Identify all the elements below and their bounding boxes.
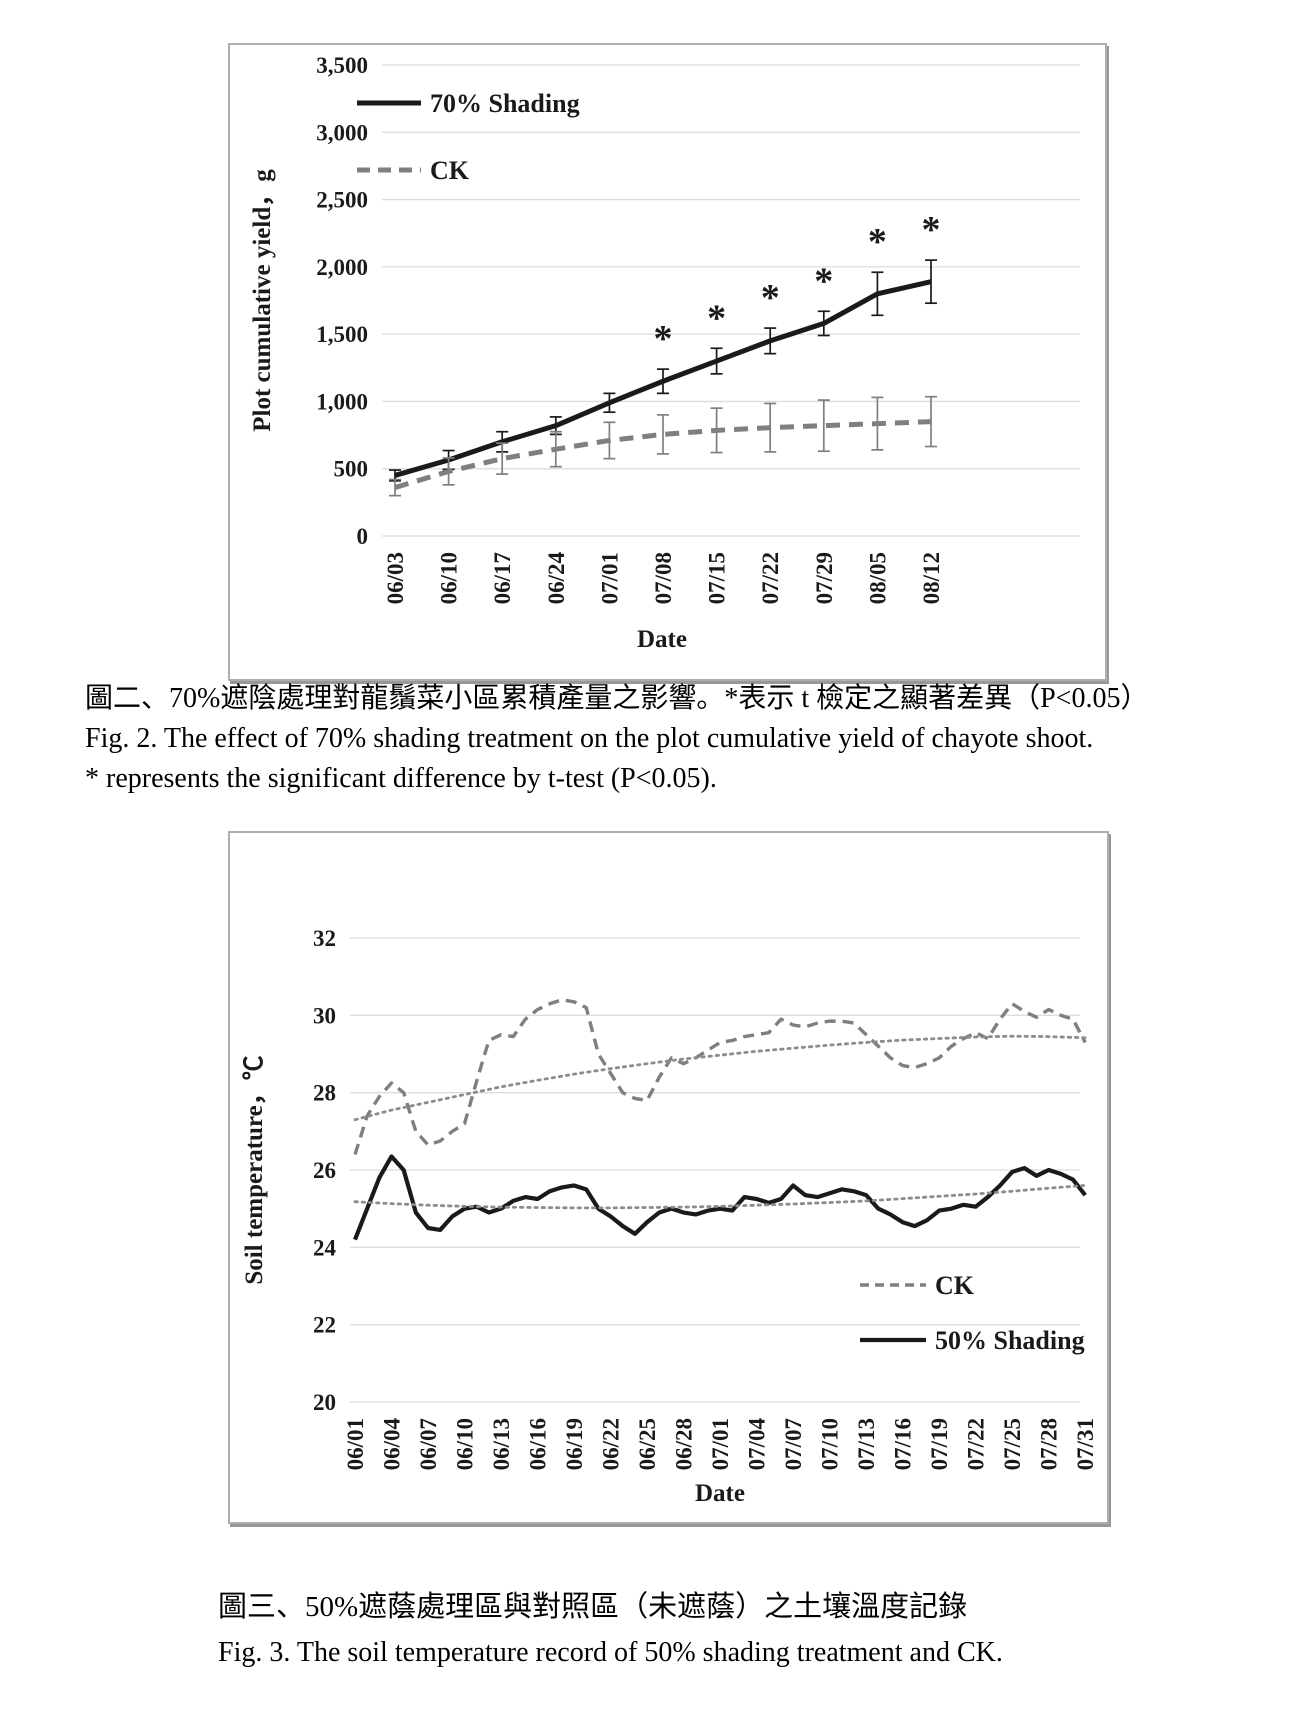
fig3-caption-en: Fig. 3. The soil temperature record of 5… <box>218 1637 1003 1668</box>
y-tick-label: 1,000 <box>316 389 368 414</box>
fig3-caption: 圖三、50%遮蔭處理區與對照區（未遮蔭）之土壤溫度記錄 Fig. 3. The … <box>218 1592 1003 1668</box>
x-tick-label: 07/01 <box>597 552 622 604</box>
fig2-panel: 0 500 1,000 1,500 2,000 2,500 3,000 3,500 06/03 0… <box>228 43 1107 681</box>
x-tick-label: 07/13 <box>854 1418 879 1470</box>
x-tick-label: 07/10 <box>818 1418 843 1470</box>
fig2-caption-zh: 圖二、70%遮陰處理對龍鬚菜小區累積產量之影響。*表示 t 檢定之顯著差異（P<… <box>85 683 1149 714</box>
fig3-panel: 20 22 24 26 28 30 32 06/01 06/04 06/07 06/10 06/13 0… <box>228 831 1109 1524</box>
series-70-shading <box>394 279 932 478</box>
x-tick-label: 06/17 <box>490 552 515 604</box>
x-tick-label: 06/24 <box>544 552 569 605</box>
legend-label: CK <box>935 1271 975 1300</box>
significance-asterisk: * <box>922 209 941 251</box>
y-tick-label: 1,500 <box>316 322 368 347</box>
y-tick-label: 2,000 <box>316 255 368 280</box>
series-ck-trend <box>353 1034 1087 1122</box>
x-tick-label: 07/08 <box>651 552 676 604</box>
legend-label: 50% Shading <box>935 1326 1085 1355</box>
y-tick-label: 22 <box>313 1313 336 1338</box>
x-tick-label: 07/25 <box>1000 1418 1025 1470</box>
significance-asterisk: * <box>654 318 673 360</box>
y-tick-label: 26 <box>313 1158 336 1183</box>
fig2-caption-en: Fig. 2. The effect of 70% shading treatm… <box>85 723 1094 754</box>
x-tick-label: 06/03 <box>383 552 408 604</box>
x-tick-label: 06/01 <box>343 1418 368 1470</box>
y-tick-label: 0 <box>357 524 369 549</box>
y-tick-label: 28 <box>313 1081 336 1106</box>
x-tick-label: 07/22 <box>964 1418 989 1470</box>
y-tick-label: 3,000 <box>316 120 368 145</box>
x-tick-label: 07/04 <box>745 1418 770 1471</box>
x-tick-label: 07/16 <box>891 1418 916 1470</box>
y-axis-title: Soil temperature，℃ <box>241 1055 268 1284</box>
x-axis-title: Date <box>637 626 687 653</box>
x-tick-label: 07/28 <box>1037 1418 1062 1470</box>
x-tick-label: 07/01 <box>708 1418 733 1470</box>
y-tick-label: 3,500 <box>316 53 368 78</box>
x-tick-label: 08/12 <box>919 552 944 604</box>
y-tick-label: 30 <box>313 1003 336 1028</box>
x-tick-label: 07/15 <box>705 552 730 604</box>
fig2-caption-note: * represents the significant difference … <box>85 763 717 794</box>
fig2-yield-chart: 0 500 1,000 1,500 2,000 2,500 3,000 3,500 06/03 0… <box>249 53 1080 653</box>
x-tick-label: 06/28 <box>672 1418 697 1470</box>
significance-asterisk: * <box>707 297 726 339</box>
y-tick-label: 32 <box>313 926 336 951</box>
x-tick-label: 07/29 <box>812 552 837 604</box>
x-tick-label: 08/05 <box>865 552 890 604</box>
series-ck <box>353 998 1087 1156</box>
x-tick-label: 07/07 <box>781 1418 806 1470</box>
x-tick-label: 06/10 <box>437 552 462 604</box>
significance-asterisk: * <box>868 221 887 263</box>
y-tick-label: 2,500 <box>316 188 368 213</box>
x-axis-title: Date <box>695 1480 745 1507</box>
x-tick-label: 06/16 <box>526 1418 551 1470</box>
x-tick-label: 06/19 <box>562 1418 587 1470</box>
series-ck <box>394 419 932 490</box>
series-50-shading <box>353 1154 1087 1241</box>
x-tick-label: 06/07 <box>416 1418 441 1470</box>
series-50-shading-trend <box>353 1184 1087 1210</box>
fig3-soil-temperature-chart: 20 22 24 26 28 30 32 06/01 06/04 06/07 06/10 06/13 0… <box>241 926 1098 1507</box>
fig3-caption-zh: 圖三、50%遮蔭處理區與對照區（未遮蔭）之土壤溫度記錄 <box>218 1591 968 1623</box>
legend-label: 70% Shading <box>430 89 580 118</box>
x-tick-label: 06/10 <box>453 1418 478 1470</box>
x-tick-label: 06/13 <box>489 1418 514 1470</box>
x-tick-label: 07/31 <box>1073 1418 1098 1470</box>
x-tick-label: 06/25 <box>635 1418 660 1470</box>
significance-asterisk: * <box>761 277 780 319</box>
x-tick-label: 07/22 <box>758 552 783 604</box>
y-tick-label: 500 <box>334 457 369 482</box>
y-axis-title: Plot cumulative yield，g <box>249 169 276 432</box>
legend-label: CK <box>430 156 470 185</box>
y-tick-label: 24 <box>313 1235 337 1260</box>
fig2-caption: 圖二、70%遮陰處理對龍鬚菜小區累積產量之影響。*表示 t 檢定之顯著差異（P<… <box>85 684 1148 804</box>
x-tick-label: 06/22 <box>599 1418 624 1470</box>
x-tick-label: 07/19 <box>927 1418 952 1470</box>
significance-asterisk: * <box>814 260 833 302</box>
x-tick-label: 06/04 <box>380 1418 405 1471</box>
y-tick-label: 20 <box>313 1390 336 1415</box>
